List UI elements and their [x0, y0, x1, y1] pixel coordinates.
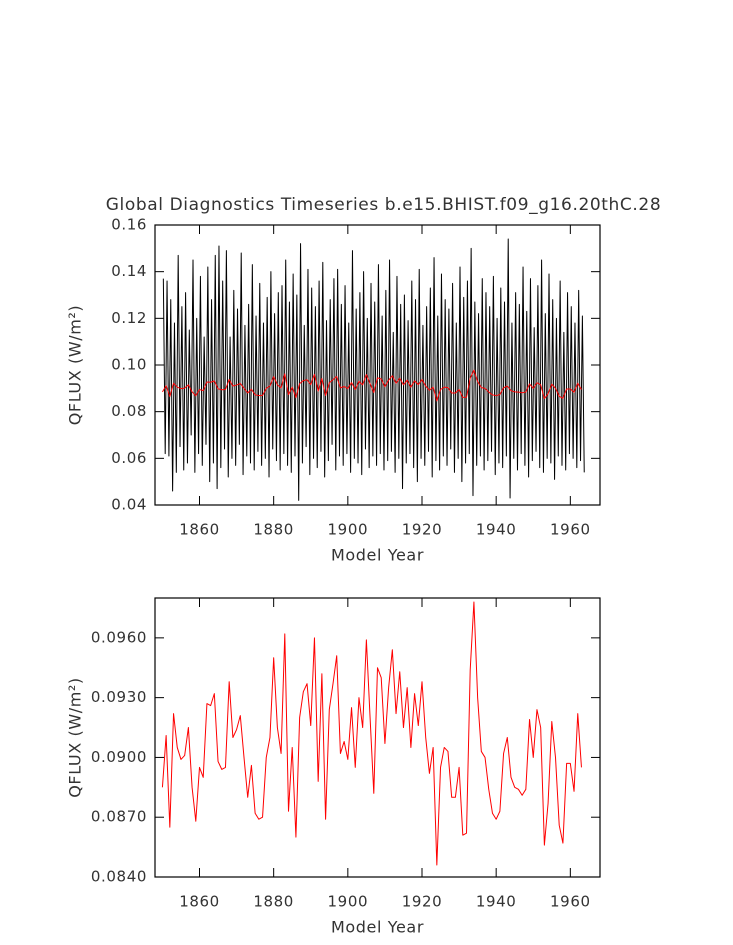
x-tick-label: 1920 [402, 893, 443, 911]
y-tick-label: 0.04 [111, 496, 147, 514]
x-tick-label: 1880 [253, 893, 294, 911]
plot-frame [154, 597, 601, 878]
x-tick-label: 1960 [550, 893, 591, 911]
x-tick-label: 1900 [328, 521, 369, 539]
x-tick-label: 1960 [550, 521, 591, 539]
y-axis-label: QFLUX (W/m²) [66, 305, 85, 426]
y-tick-label: 0.0930 [91, 688, 147, 706]
y-tick-label: 0.10 [111, 356, 147, 374]
x-tick-label: 1860 [179, 893, 220, 911]
y-tick-label: 0.0960 [91, 628, 147, 646]
y-tick-label: 0.12 [111, 309, 147, 327]
y-tick-label: 0.0900 [91, 748, 147, 766]
x-axis-label: Model Year [331, 918, 424, 937]
x-tick-label: 1940 [476, 893, 517, 911]
x-tick-label: 1900 [328, 893, 369, 911]
x-axis-label: Model Year [331, 546, 424, 565]
data-line [161, 601, 582, 866]
y-tick-label: 0.0870 [91, 808, 147, 826]
y-tick-label: 0.06 [111, 449, 147, 467]
data-line [161, 369, 582, 402]
x-tick-label: 1860 [179, 521, 220, 539]
y-tick-label: 0.08 [111, 402, 147, 420]
y-tick-label: 0.0840 [91, 868, 147, 886]
data-line [162, 238, 585, 501]
y-tick-label: 0.16 [111, 216, 147, 234]
x-tick-label: 1940 [476, 521, 517, 539]
chart-title: Global Diagnostics Timeseries b.e15.BHIS… [106, 195, 661, 215]
y-axis-label: QFLUX (W/m²) [66, 677, 85, 798]
y-tick-label: 0.14 [111, 262, 147, 280]
x-tick-label: 1920 [402, 521, 443, 539]
x-tick-label: 1880 [253, 521, 294, 539]
